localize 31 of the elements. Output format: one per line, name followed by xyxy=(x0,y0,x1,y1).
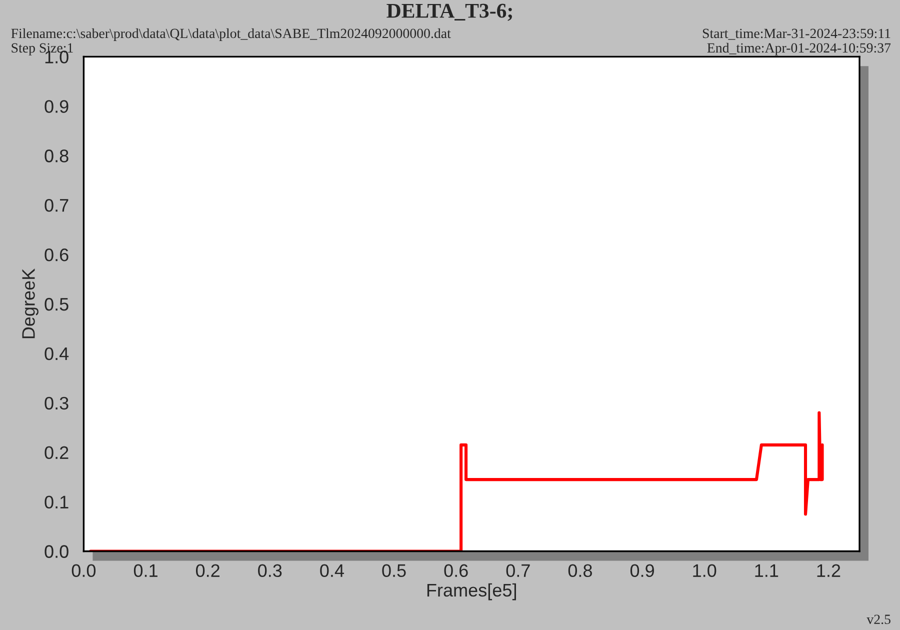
x-axis-title: Frames[e5] xyxy=(427,583,516,600)
x-tick-label: 1.2 xyxy=(817,564,840,577)
text: Start_time:Mar-31-2024-23:59:11 xyxy=(702,28,890,40)
text: v2.5 xyxy=(866,614,890,624)
x-tick-label: 0.4 xyxy=(320,564,344,578)
text: End_time:Apr-01-2024-10:59:37 xyxy=(707,42,891,56)
x-tick-label: 0.9 xyxy=(630,564,654,578)
y-tick-label: 0.7 xyxy=(44,199,68,212)
x-tick-label: 0.0 xyxy=(72,564,96,578)
y-tick-label: 0.2 xyxy=(44,446,68,460)
y-tick-label: 0.9 xyxy=(44,100,68,113)
y-tick-label: 0.8 xyxy=(44,150,68,162)
y-tick-label: 0.4 xyxy=(44,347,69,360)
y-tick-label: 0.5 xyxy=(44,298,68,311)
x-tick-label: 0.8 xyxy=(568,564,592,578)
x-tick-label: 0.3 xyxy=(258,564,282,578)
y-tick-label: 0.1 xyxy=(44,496,68,509)
text: Filename:c:\saber\prod\data\QL\data\plot_data\SABE_Tlm2024092000000.dat xyxy=(11,28,451,41)
x-tick-label: 0.6 xyxy=(444,564,468,578)
x-tick-label: 1.0 xyxy=(693,564,716,578)
y-tick-label: 0.6 xyxy=(44,248,68,262)
x-tick-label: 0.1 xyxy=(134,564,158,578)
x-tick-label: 1.1 xyxy=(755,564,778,577)
x-tick-label: 0.7 xyxy=(506,564,530,578)
y-tick-label: 0.0 xyxy=(44,545,68,558)
y-tick-label: 1.0 xyxy=(45,50,68,64)
y-axis-title: DegreeK xyxy=(22,268,38,338)
chart-title: DELTA_T3-6; xyxy=(386,4,512,21)
x-tick-label: 0.2 xyxy=(196,564,220,578)
x-tick-label: 0.5 xyxy=(382,564,406,578)
y-tick-label: 0.3 xyxy=(44,396,68,410)
